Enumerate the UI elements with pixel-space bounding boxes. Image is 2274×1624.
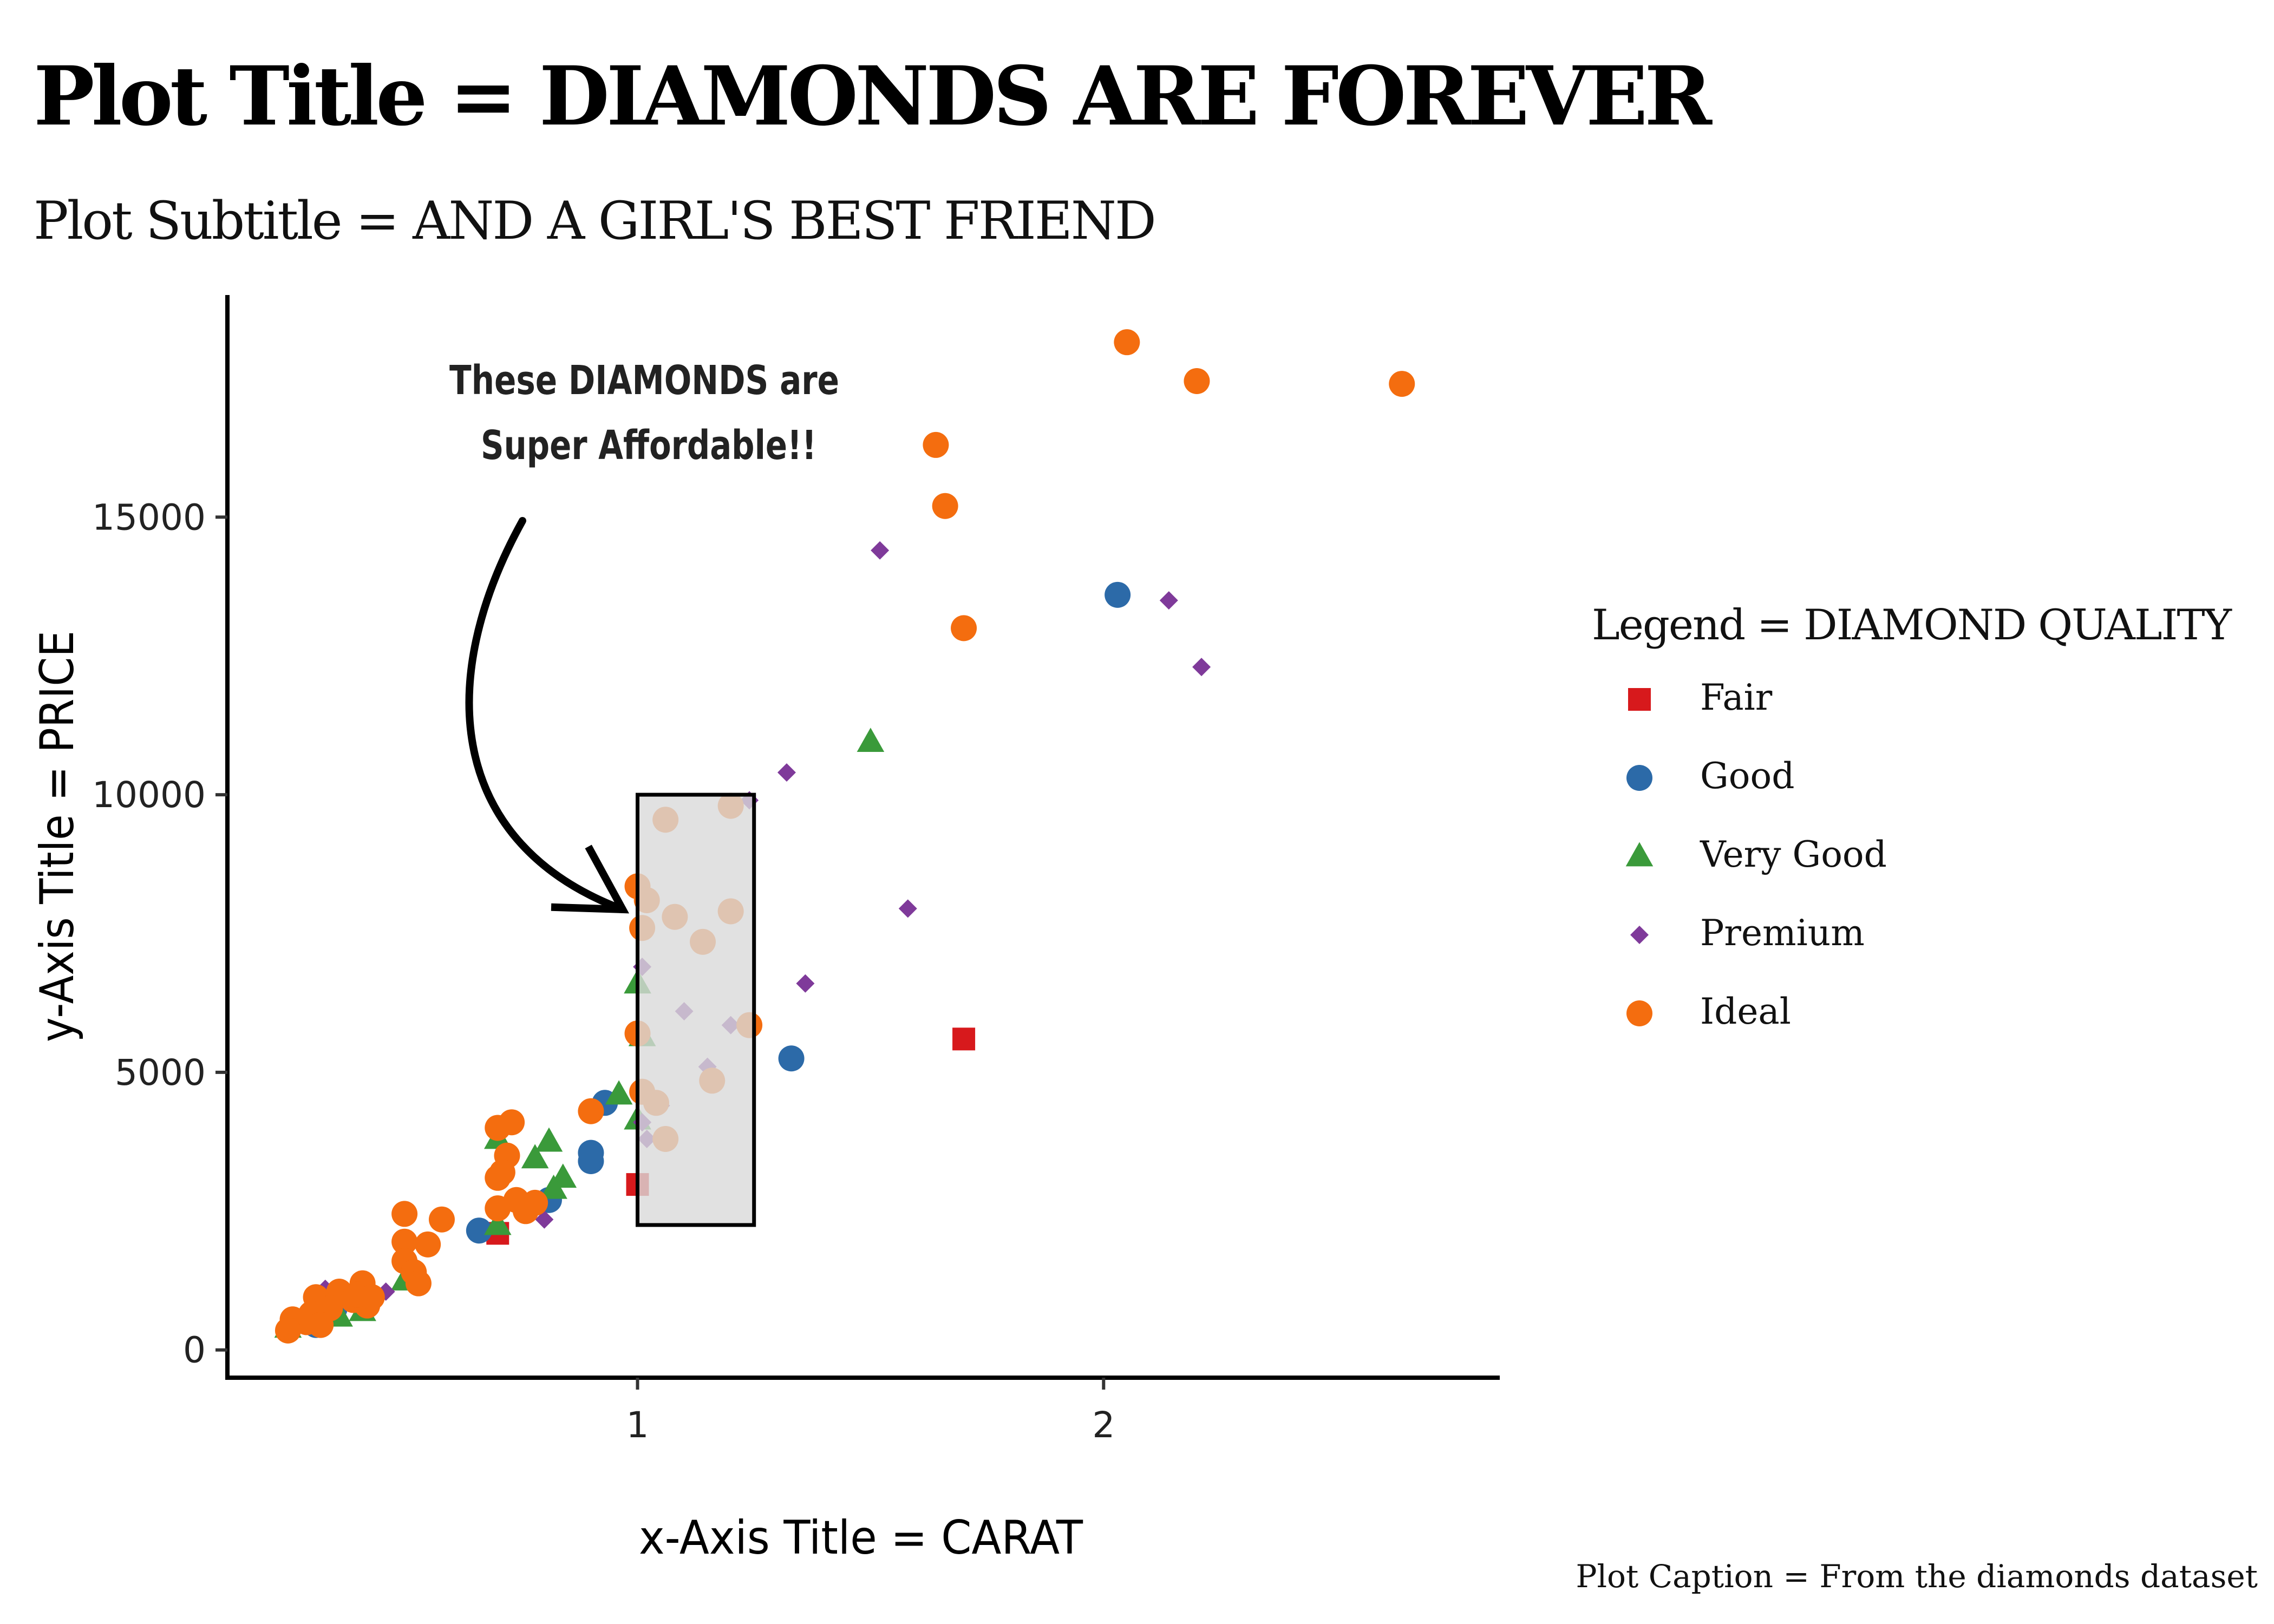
legend: Legend = DIAMOND QUALITY Fair Good Very Go… bbox=[1592, 601, 2232, 1064]
point-ideal bbox=[358, 1284, 385, 1311]
y-tick-label: 15000 bbox=[92, 496, 206, 538]
point-ideal bbox=[923, 431, 949, 458]
point-good bbox=[466, 1217, 492, 1244]
legend-key-circle-icon bbox=[1626, 765, 1652, 791]
legend-label: Ideal bbox=[1700, 991, 1791, 1032]
annotation-line-2: Super Affordable!! bbox=[481, 422, 816, 469]
y-tick-label: 5000 bbox=[115, 1052, 206, 1093]
legend-item-good: Good bbox=[1592, 750, 2231, 828]
legend-label: Premium bbox=[1700, 912, 1865, 954]
annotation-arrow bbox=[465, 517, 626, 913]
point-ideal bbox=[578, 1098, 604, 1124]
plot-title: Plot Title = DIAMONDS ARE FOREVER bbox=[34, 49, 1712, 144]
axis-ticks: 1 2 0 5000 10000 15000 bbox=[92, 496, 1115, 1446]
legend-item-very-good: Very Good bbox=[1592, 828, 2231, 907]
legend-key-triangle-icon bbox=[1625, 842, 1654, 867]
legend-label: Fair bbox=[1700, 677, 1773, 718]
point-ideal bbox=[308, 1312, 334, 1338]
point-premium bbox=[1192, 658, 1211, 677]
legend-label: Good bbox=[1700, 755, 1795, 797]
point-very-good bbox=[540, 1174, 567, 1199]
point-premium bbox=[796, 974, 815, 993]
point-ideal bbox=[522, 1189, 548, 1216]
x-axis-label: x-Axis Title = CARAT bbox=[639, 1511, 1083, 1565]
plot-subtitle: Plot Subtitle = AND A GIRL'S BEST FRIEND bbox=[34, 191, 1156, 251]
legend-title: Legend = DIAMOND QUALITY bbox=[1592, 601, 2232, 650]
point-very-good bbox=[535, 1127, 563, 1152]
point-premium bbox=[777, 763, 796, 782]
legend-items: Fair Good Very Good Premium Ideal bbox=[1592, 671, 2231, 1064]
point-ideal bbox=[951, 615, 977, 641]
legend-key-circle-icon bbox=[1626, 1000, 1652, 1026]
point-ideal bbox=[275, 1317, 301, 1344]
point-ideal bbox=[391, 1201, 418, 1227]
point-good bbox=[578, 1148, 604, 1174]
legend-key-square-icon bbox=[1628, 688, 1651, 711]
annotation-arrowhead bbox=[551, 844, 630, 914]
plot-caption: Plot Caption = From the diamonds dataset bbox=[1576, 1558, 2258, 1595]
point-ideal bbox=[932, 493, 958, 519]
y-axis-label: y-Axis Title = PRICE bbox=[30, 631, 84, 1042]
point-fair bbox=[952, 1027, 976, 1051]
point-good bbox=[1105, 581, 1131, 608]
point-ideal bbox=[485, 1195, 511, 1222]
point-premium bbox=[898, 899, 917, 918]
point-ideal bbox=[485, 1115, 511, 1141]
point-ideal bbox=[428, 1206, 455, 1233]
data-points bbox=[274, 329, 1415, 1344]
point-premium bbox=[1159, 591, 1178, 610]
point-ideal bbox=[391, 1228, 418, 1255]
point-very-good bbox=[483, 1210, 512, 1235]
point-premium bbox=[871, 541, 890, 560]
x-tick-label: 1 bbox=[626, 1404, 649, 1446]
highlight-box bbox=[636, 793, 756, 1227]
point-ideal bbox=[1184, 368, 1210, 394]
legend-item-premium: Premium bbox=[1592, 907, 2231, 985]
x-tick-label: 2 bbox=[1092, 1404, 1115, 1446]
point-very-good bbox=[857, 728, 885, 752]
legend-item-ideal: Ideal bbox=[1592, 985, 2231, 1064]
point-good bbox=[778, 1045, 805, 1072]
legend-label: Very Good bbox=[1700, 834, 1887, 875]
point-ideal bbox=[415, 1231, 441, 1258]
y-tick-label: 10000 bbox=[92, 774, 206, 816]
legend-key-diamond-icon bbox=[1630, 926, 1649, 944]
y-tick-label: 0 bbox=[183, 1330, 206, 1371]
point-ideal bbox=[1114, 329, 1140, 356]
point-very-good bbox=[605, 1080, 633, 1105]
point-ideal bbox=[485, 1164, 511, 1191]
point-ideal bbox=[1389, 371, 1415, 397]
annotation-line-1: These DIAMONDS are bbox=[449, 357, 839, 404]
legend-item-fair: Fair bbox=[1592, 671, 2231, 750]
point-very-good bbox=[521, 1144, 549, 1169]
point-ideal bbox=[405, 1270, 432, 1296]
